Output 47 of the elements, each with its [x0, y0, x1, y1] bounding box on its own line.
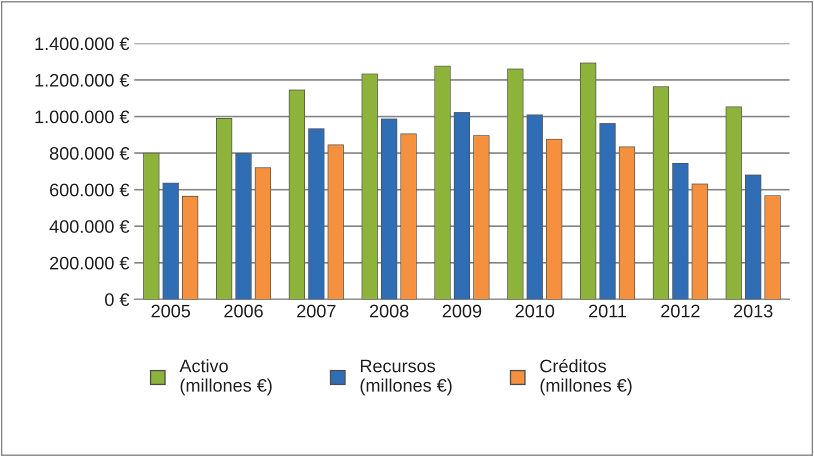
bar [546, 138, 562, 300]
bar [143, 152, 160, 300]
bar [726, 106, 742, 300]
x-tick-label: 2010 [516, 304, 554, 318]
x-tick-label: 2005 [152, 304, 190, 318]
y-tick-label: 200.000 € [50, 256, 130, 270]
x-tick-label: 2007 [297, 304, 336, 318]
bar [454, 112, 470, 300]
y-tick-label: 0 € [105, 293, 130, 306]
bar [362, 74, 378, 300]
bar [580, 62, 596, 300]
bar [254, 167, 272, 300]
bar [473, 135, 490, 300]
bar [381, 118, 398, 300]
legend-label: Activo (millones €) [179, 359, 272, 396]
bar [308, 128, 324, 300]
bar [618, 146, 636, 300]
y-tick-label: 1.000.000 € [35, 110, 130, 124]
bar [235, 153, 252, 300]
x-tick-label: 2011 [589, 304, 626, 318]
bar [599, 123, 616, 300]
bar [672, 162, 688, 300]
x-tick-label: 2009 [442, 304, 482, 318]
legend-label: Créditos (millones €) [540, 358, 632, 396]
bar [328, 144, 344, 300]
y-tick-label: 400.000 € [50, 220, 130, 233]
x-tick-label: 2006 [224, 304, 263, 318]
bar [745, 174, 762, 300]
y-tick-label: 600.000 € [50, 184, 130, 196]
x-tick-label: 2013 [734, 304, 772, 318]
y-tick-label: 1.200.000 € [35, 74, 130, 87]
bar [507, 68, 524, 300]
bar [162, 182, 179, 300]
x-tick-label: 2008 [370, 304, 408, 318]
legend-label: Recursos (millones €) [360, 360, 452, 396]
bar [692, 184, 708, 300]
bar [434, 66, 451, 300]
x-tick-label: 2012 [661, 304, 700, 318]
y-tick-label: 1.400.000 € [35, 37, 130, 50]
bar [400, 134, 417, 300]
y-tick-label: 800.000 € [50, 147, 130, 160]
bar [216, 118, 232, 300]
bar [526, 114, 543, 300]
bar [764, 195, 781, 300]
bar [652, 86, 670, 300]
bar [182, 196, 198, 300]
bar [288, 90, 306, 300]
